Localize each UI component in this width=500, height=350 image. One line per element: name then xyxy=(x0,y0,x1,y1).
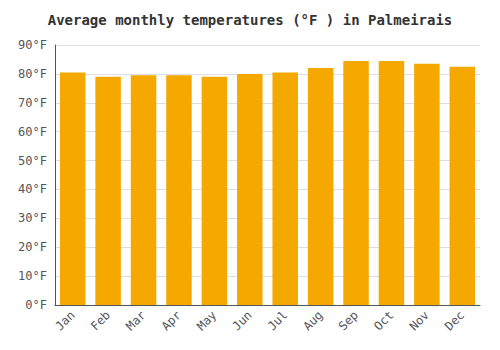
svg-text:Average monthly temperatures (: Average monthly temperatures (°F ) in Pa… xyxy=(48,12,453,28)
svg-text:90°F: 90°F xyxy=(18,38,47,52)
svg-text:40°F: 40°F xyxy=(18,182,47,196)
svg-text:Nov: Nov xyxy=(407,308,432,333)
svg-text:Mar: Mar xyxy=(123,308,148,333)
svg-text:May: May xyxy=(194,308,219,333)
svg-text:70°F: 70°F xyxy=(18,96,47,110)
svg-text:Oct: Oct xyxy=(371,308,396,333)
svg-text:20°F: 20°F xyxy=(18,240,47,254)
svg-text:60°F: 60°F xyxy=(18,125,47,139)
svg-text:Jul: Jul xyxy=(265,308,290,333)
svg-text:Dec: Dec xyxy=(442,308,467,333)
svg-text:Jan: Jan xyxy=(52,308,77,333)
svg-text:Apr: Apr xyxy=(159,308,184,333)
svg-text:30°F: 30°F xyxy=(18,211,47,225)
svg-text:Sep: Sep xyxy=(336,308,361,333)
svg-text:0°F: 0°F xyxy=(25,298,47,312)
svg-text:80°F: 80°F xyxy=(18,67,47,81)
svg-text:Feb: Feb xyxy=(88,308,113,333)
svg-text:50°F: 50°F xyxy=(18,154,47,168)
svg-text:10°F: 10°F xyxy=(18,269,47,283)
svg-text:Aug: Aug xyxy=(300,308,325,333)
svg-text:Jun: Jun xyxy=(230,308,255,333)
